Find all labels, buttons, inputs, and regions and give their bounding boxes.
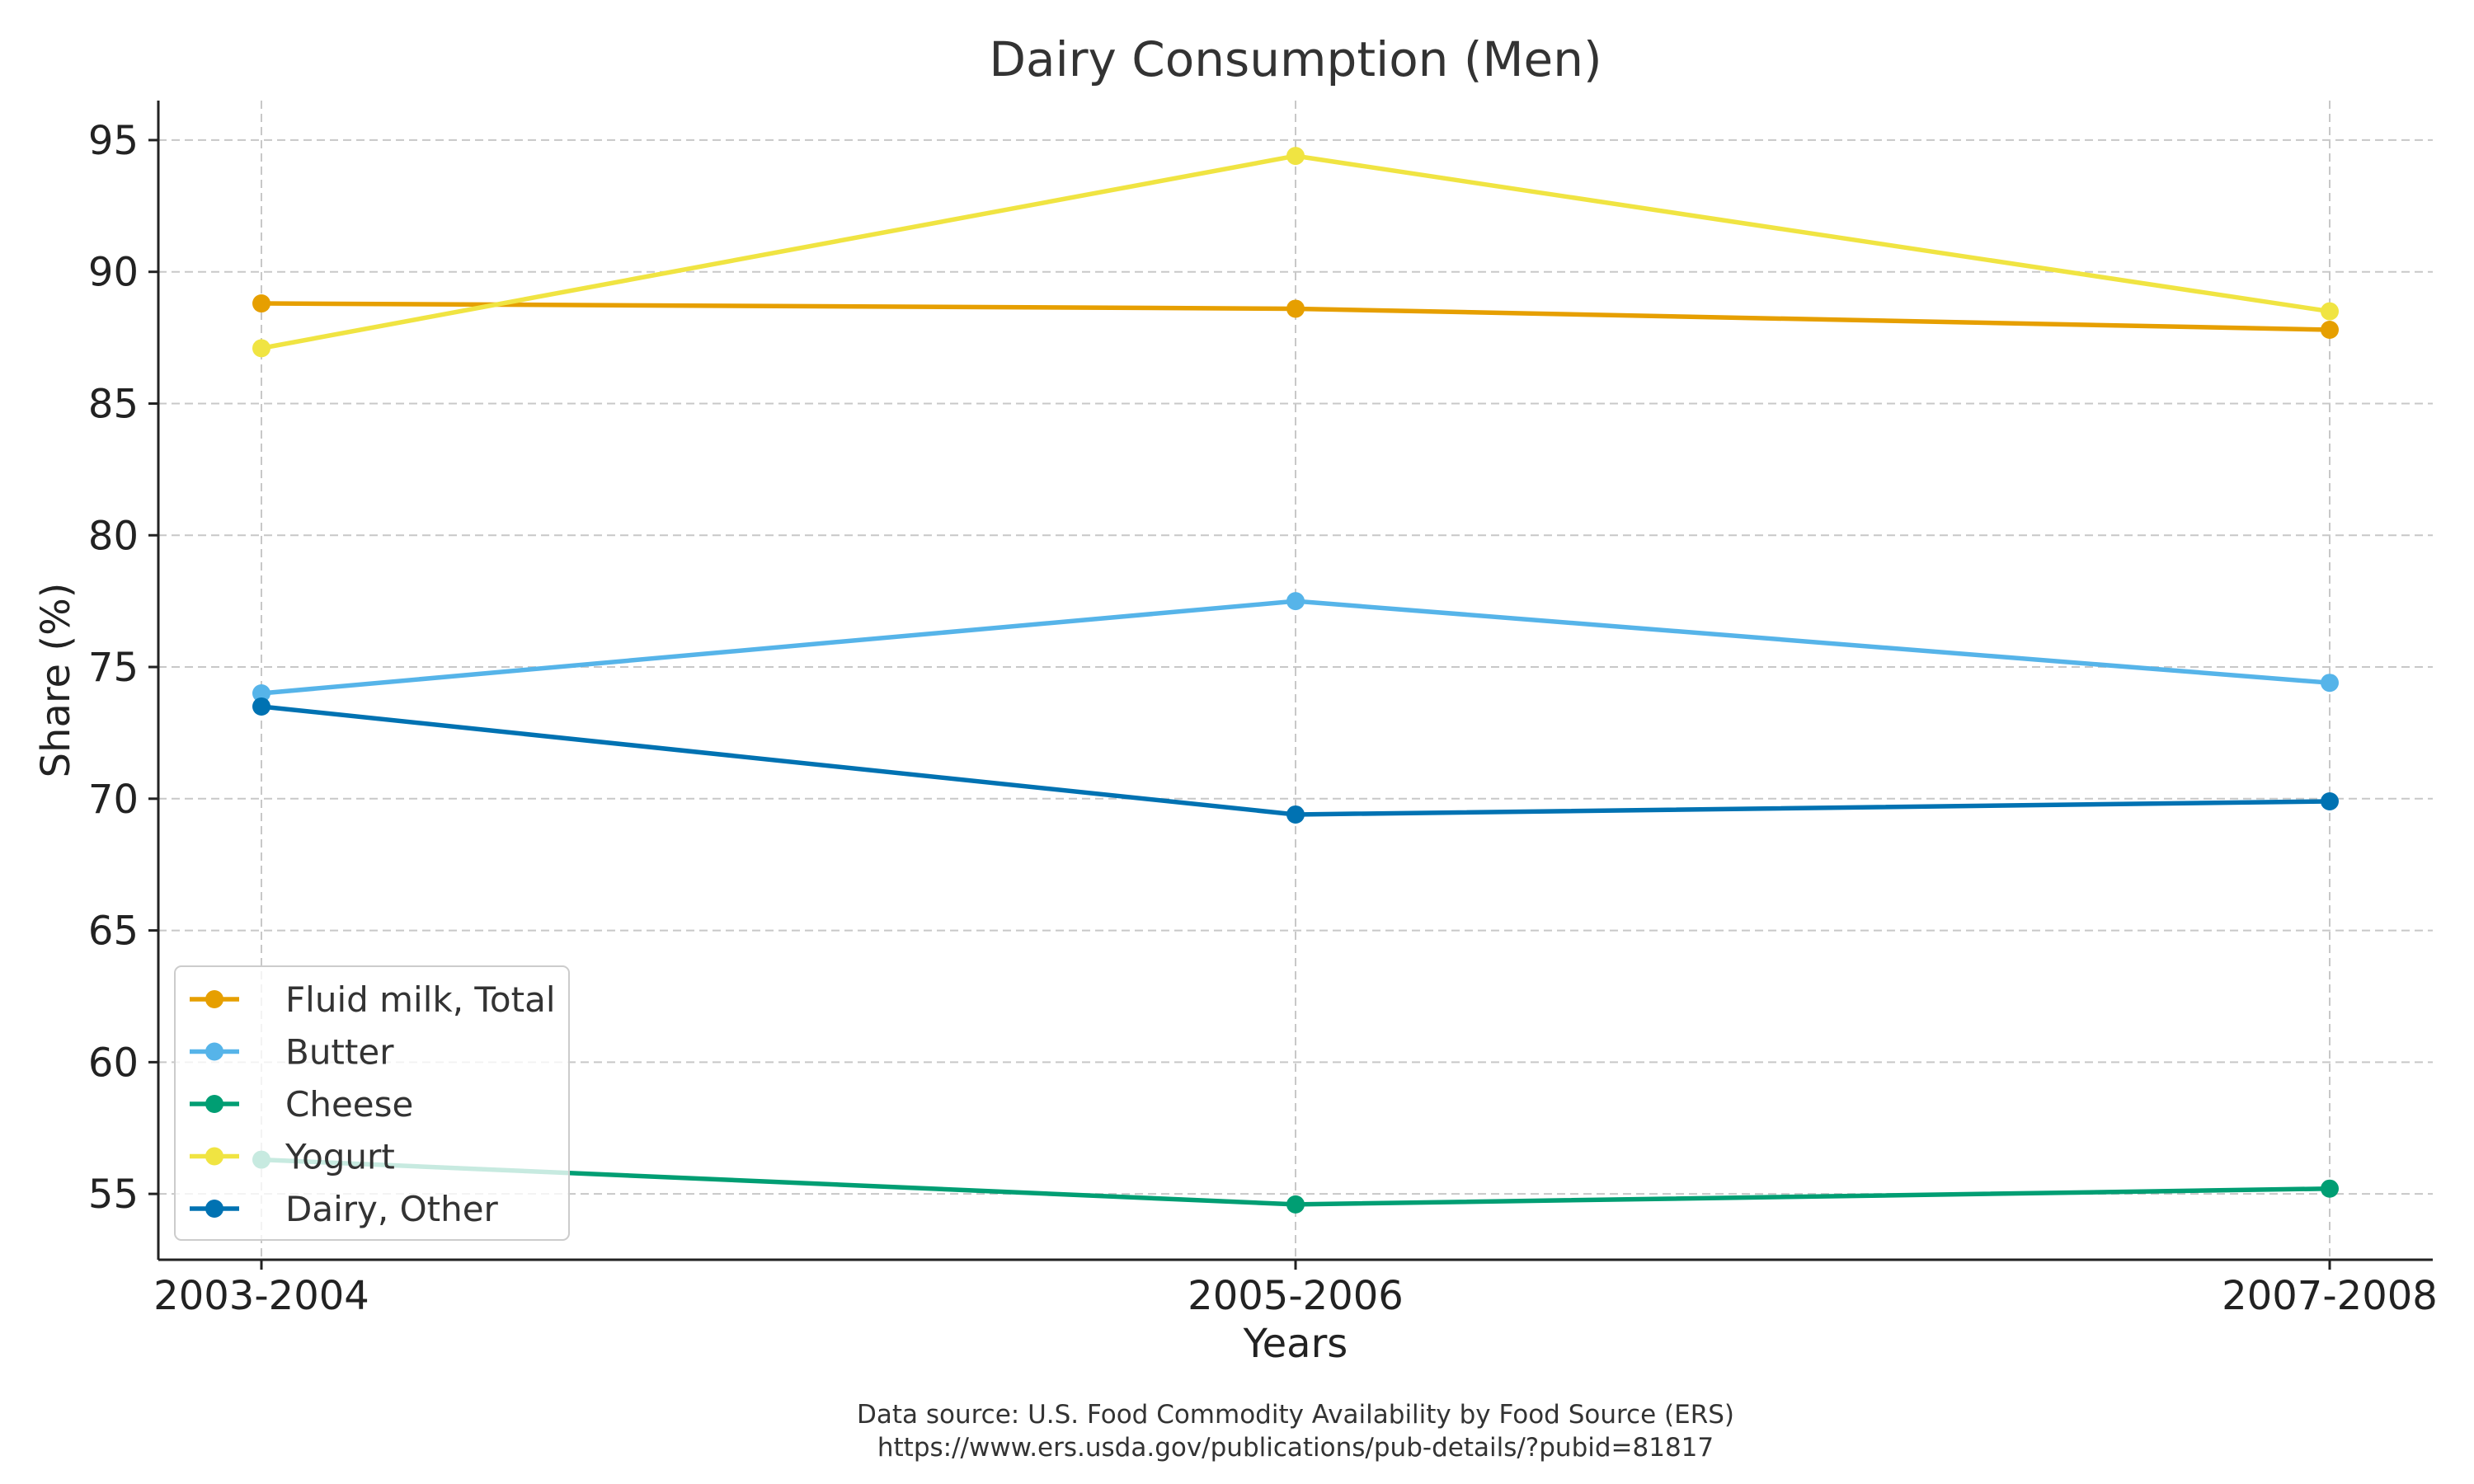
data-point (1286, 805, 1305, 824)
chart-title: Dairy Consumption (Men) (989, 31, 1602, 87)
legend-label: Dairy, Other (285, 1189, 499, 1229)
data-point (1286, 299, 1305, 318)
data-point (1286, 1195, 1305, 1214)
series-0 (252, 294, 2339, 340)
legend-box (174, 965, 570, 1241)
y-tick-label: 85 (88, 381, 139, 427)
y-tick-label: 70 (88, 777, 139, 823)
y-tick-label: 75 (88, 645, 139, 691)
legend-item: Yogurt (190, 1137, 395, 1177)
x-axis-label: Years (1243, 1321, 1348, 1367)
y-tick-label: 65 (88, 909, 139, 955)
legend-swatch-marker (205, 1147, 223, 1166)
data-point (252, 697, 270, 716)
x-tick-label: 2003-2004 (153, 1273, 369, 1319)
legend-swatch-marker (205, 1200, 223, 1218)
data-point (2321, 1179, 2339, 1198)
legend-item: Dairy, Other (190, 1189, 499, 1229)
data-point (2321, 674, 2339, 693)
data-point (2321, 321, 2339, 340)
legend-label: Cheese (285, 1084, 413, 1125)
series-1 (252, 592, 2339, 702)
y-tick-label: 90 (88, 250, 139, 296)
y-tick-label: 55 (88, 1172, 139, 1218)
data-source-url: https://www.ers.usda.gov/publications/pu… (877, 1433, 1714, 1463)
data-source-line-1: Data source: U.S. Food Commodity Availab… (857, 1400, 1734, 1430)
data-point (252, 339, 270, 358)
legend: Fluid milk, Total Butter Cheese Yogurt Dairy… (174, 965, 570, 1241)
data-point (2321, 791, 2339, 810)
legend-label: Yogurt (285, 1137, 395, 1177)
legend-label: Fluid milk, Total (285, 979, 556, 1020)
legend-item: Fluid milk, Total (190, 979, 556, 1020)
data-point (1286, 592, 1305, 611)
data-point (2321, 302, 2339, 321)
data-point (1286, 147, 1305, 166)
data-point (252, 294, 270, 313)
y-tick-label: 60 (88, 1040, 139, 1086)
legend-item: Butter (190, 1032, 394, 1073)
x-tick-label: 2007-2008 (2222, 1273, 2438, 1319)
legend-swatch-marker (205, 990, 223, 1008)
y-tick-label: 95 (88, 118, 139, 164)
y-axis-label: Share (%) (33, 583, 79, 778)
y-tick-label: 80 (88, 513, 139, 559)
legend-swatch-marker (205, 1042, 223, 1061)
legend-swatch-marker (205, 1095, 223, 1113)
series-4 (252, 697, 2339, 824)
legend-label: Butter (285, 1032, 394, 1073)
series (252, 147, 2339, 1214)
legend-item: Cheese (190, 1084, 413, 1125)
series-3 (252, 147, 2339, 358)
ticks: 55 60 65 70 75 80 85 90 95 2003-2004 2005-2006 2007… (88, 118, 2438, 1319)
x-tick-label: 2005-2006 (1188, 1273, 1404, 1319)
data-point (252, 683, 270, 702)
